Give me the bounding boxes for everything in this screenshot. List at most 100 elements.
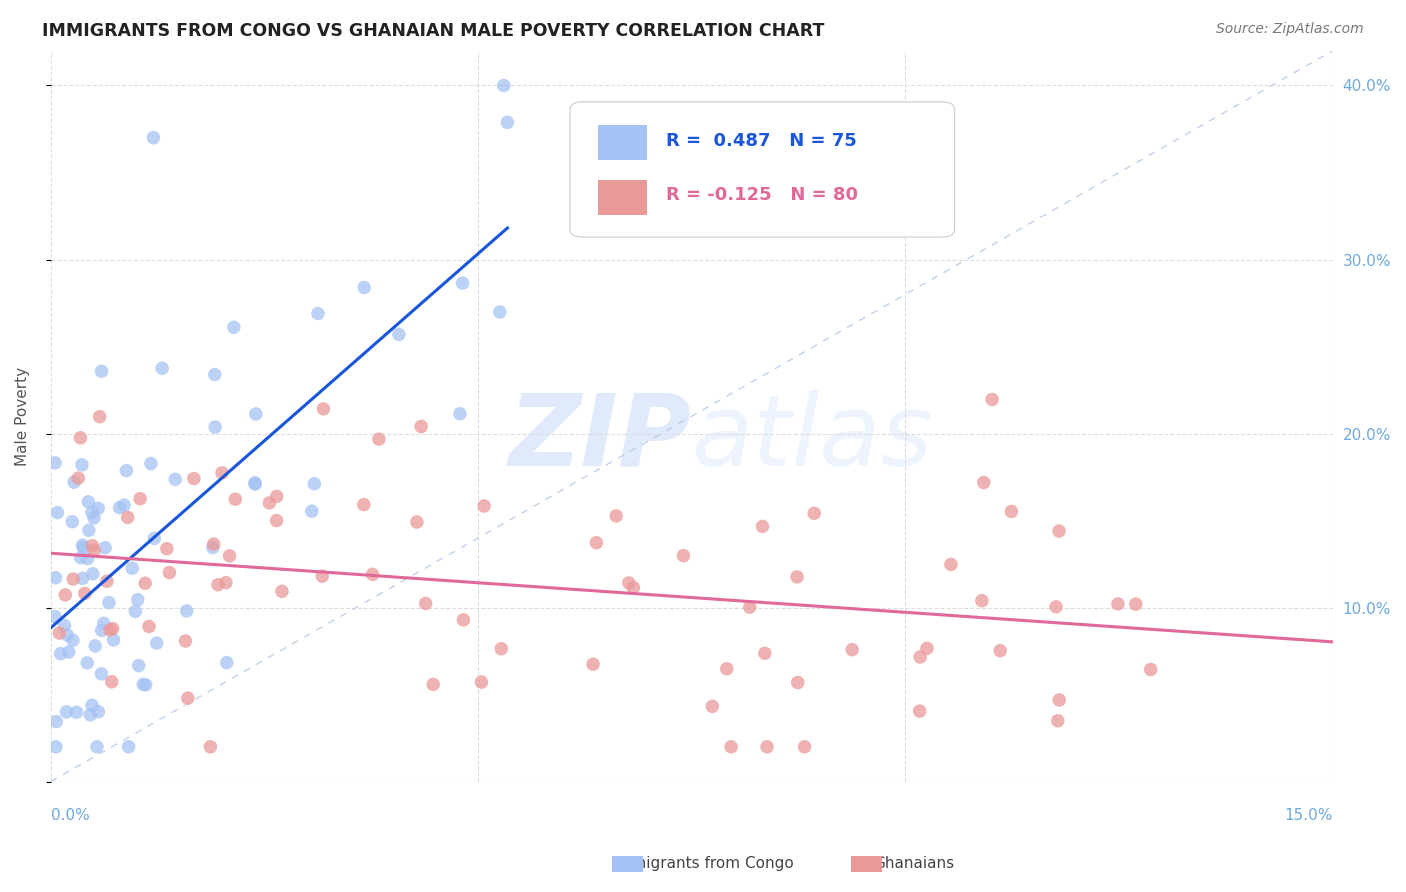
- Point: [138, 619, 160, 633]
- Point: [245, 407, 267, 421]
- Point: [200, 739, 222, 754]
- Point: [908, 704, 931, 718]
- Point: [491, 641, 513, 656]
- Point: [132, 677, 155, 691]
- Bar: [598, 180, 647, 215]
- Point: [82, 539, 104, 553]
- Point: [58, 645, 80, 659]
- Point: [353, 498, 375, 512]
- Point: [97, 596, 120, 610]
- Point: [204, 368, 226, 382]
- Point: [470, 675, 492, 690]
- Point: [72, 538, 94, 552]
- Point: [908, 650, 931, 665]
- Point: [87, 501, 110, 516]
- Point: [702, 699, 724, 714]
- FancyBboxPatch shape: [569, 102, 955, 237]
- Point: [143, 532, 166, 546]
- Point: [202, 537, 225, 551]
- Point: [101, 674, 124, 689]
- Point: [720, 739, 742, 754]
- Point: [488, 305, 510, 319]
- Point: [145, 636, 167, 650]
- Point: [62, 572, 84, 586]
- Point: [585, 535, 607, 549]
- Point: [69, 550, 91, 565]
- Point: [266, 489, 288, 503]
- Point: [271, 584, 294, 599]
- Point: [307, 306, 329, 320]
- Point: [48, 626, 70, 640]
- Point: [411, 419, 433, 434]
- Point: [83, 543, 105, 558]
- Point: [215, 575, 238, 590]
- Point: [96, 574, 118, 589]
- Point: [55, 705, 77, 719]
- Point: [90, 624, 112, 638]
- Point: [90, 364, 112, 378]
- Point: [204, 420, 226, 434]
- Point: [1125, 597, 1147, 611]
- Point: [1139, 663, 1161, 677]
- Point: [786, 675, 808, 690]
- Point: [751, 519, 773, 533]
- Point: [582, 657, 605, 672]
- Bar: [598, 125, 647, 161]
- Point: [183, 472, 205, 486]
- Point: [243, 475, 266, 490]
- Point: [53, 618, 76, 632]
- Point: [496, 115, 519, 129]
- Point: [150, 361, 173, 376]
- Point: [101, 622, 124, 636]
- Point: [841, 642, 863, 657]
- Point: [121, 561, 143, 575]
- Point: [83, 511, 105, 525]
- Point: [786, 570, 808, 584]
- Point: [218, 549, 240, 563]
- Point: [803, 506, 825, 520]
- Point: [124, 604, 146, 618]
- Point: [388, 327, 411, 342]
- Point: [605, 508, 627, 523]
- Point: [67, 471, 90, 485]
- Point: [793, 739, 815, 754]
- Point: [222, 320, 245, 334]
- Point: [76, 656, 98, 670]
- Point: [353, 280, 375, 294]
- Point: [65, 705, 87, 719]
- Point: [472, 499, 495, 513]
- Point: [45, 739, 67, 754]
- Point: [1047, 524, 1070, 538]
- Point: [117, 510, 139, 524]
- Point: [1000, 504, 1022, 518]
- Point: [129, 491, 152, 506]
- Point: [988, 643, 1011, 657]
- Point: [970, 593, 993, 607]
- Point: [367, 432, 389, 446]
- Point: [44, 571, 66, 585]
- Point: [981, 392, 1004, 407]
- Point: [301, 504, 323, 518]
- Point: [939, 558, 962, 572]
- Point: [312, 401, 335, 416]
- Text: R =  0.487   N = 75: R = 0.487 N = 75: [666, 132, 856, 150]
- Text: R = -0.125   N = 80: R = -0.125 N = 80: [666, 186, 858, 204]
- Point: [45, 714, 67, 729]
- Text: atlas: atlas: [692, 390, 934, 486]
- Point: [756, 739, 779, 754]
- Point: [53, 588, 76, 602]
- Text: Source: ZipAtlas.com: Source: ZipAtlas.com: [1216, 22, 1364, 37]
- Point: [84, 639, 107, 653]
- Point: [159, 566, 181, 580]
- Point: [108, 500, 131, 515]
- Point: [453, 613, 475, 627]
- Point: [259, 496, 281, 510]
- Point: [77, 524, 100, 538]
- Point: [128, 658, 150, 673]
- Point: [177, 691, 200, 706]
- Point: [716, 662, 738, 676]
- Point: [1045, 599, 1067, 614]
- Point: [1047, 693, 1070, 707]
- Point: [70, 458, 93, 472]
- Point: [72, 541, 94, 555]
